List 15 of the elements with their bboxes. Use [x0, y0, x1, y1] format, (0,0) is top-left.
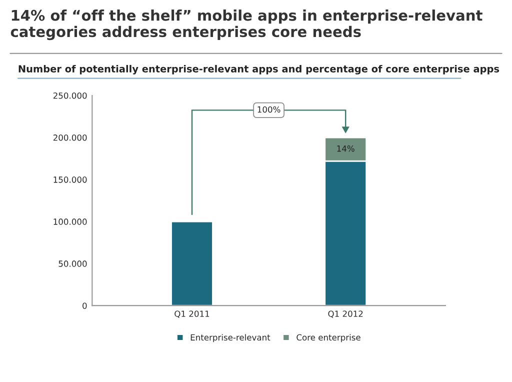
chart-title: 14% of “off the shelf” mobile apps in enterprise-relevant categories address enterprises core needs [10, 10, 482, 40]
bar [170, 220, 214, 306]
annotation: 100% [258, 106, 280, 113]
y-tick-label: 250.000 [53, 92, 87, 99]
x-tick-label: Q1 2012 [328, 310, 363, 318]
legend-label: Core enterprise [296, 334, 360, 342]
y-tick-label: 200.000 [53, 134, 87, 141]
chart-subtitle: Number of potentially enterprise-relevant apps and percentage of core enterprise apps [18, 64, 500, 74]
y-tick-label: 150.000 [54, 176, 87, 183]
y-tick-label: 100.000 [54, 218, 87, 225]
legend-label: Enterprise-relevant [190, 334, 270, 342]
y-tick-label: 0 [82, 302, 87, 309]
annotation: 14% [337, 145, 354, 152]
x-tick-label: Q1 2011 [174, 310, 210, 318]
y-tick-label: 50.000 [58, 260, 87, 267]
